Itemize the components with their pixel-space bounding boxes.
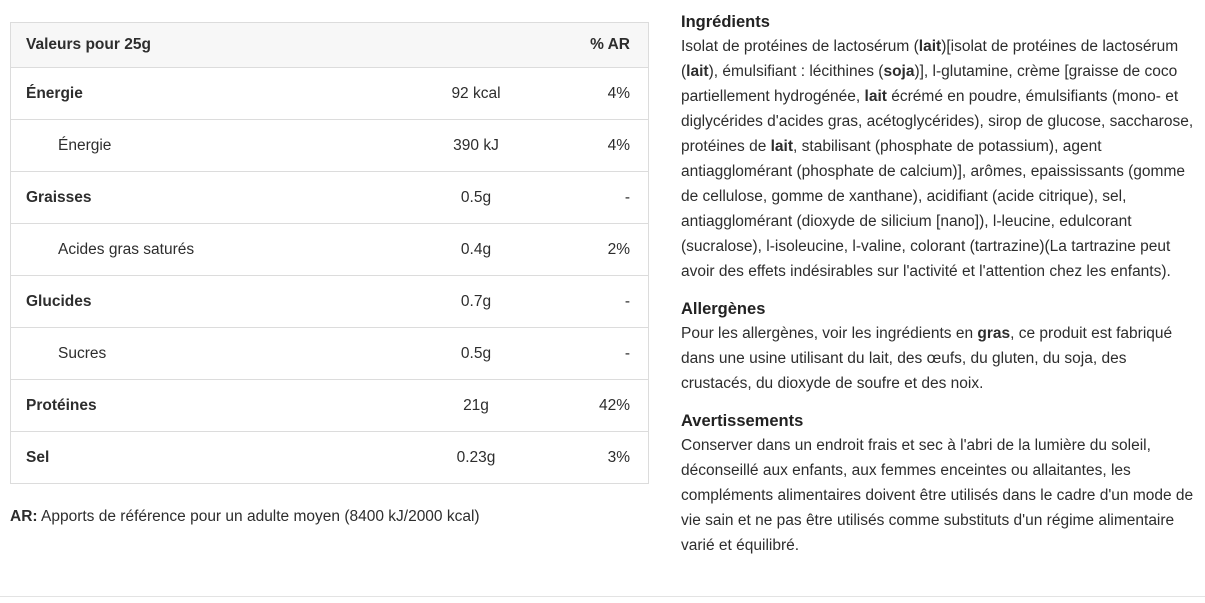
nutrition-cell-pct: - bbox=[575, 171, 649, 224]
nutrition-row: Sel 0.23g 3% bbox=[10, 431, 649, 484]
nutrition-table-head: Valeurs pour 25g % AR bbox=[10, 22, 649, 68]
nutrition-cell-value: 0.23g bbox=[377, 431, 575, 484]
nutrition-cell-label: Graisses bbox=[10, 171, 377, 224]
nutrition-cell-label: Énergie bbox=[10, 67, 377, 120]
nutrition-cell-value: 21g bbox=[377, 379, 575, 432]
text-run: )[isolat de protéines de lactosérum ( bbox=[681, 38, 1179, 80]
bold-term: lait bbox=[770, 138, 794, 155]
ar-footnote: AR: Apports de référence pour un adulte … bbox=[10, 508, 649, 526]
nutrition-cell-value: 390 kJ bbox=[377, 119, 575, 172]
text-run: )], l-glutamine, crème [graisse de coco … bbox=[681, 63, 1178, 105]
nutrition-table: Valeurs pour 25g % AR Énergie 92 kcal 4% Én… bbox=[10, 22, 649, 484]
nutrition-cell-label: Glucides bbox=[10, 275, 377, 328]
section-title-avertissements: Avertissements bbox=[681, 412, 804, 430]
nutrition-cell-value: 0.4g bbox=[377, 223, 575, 276]
text-run: Conserver dans un endroit frais et sec à… bbox=[681, 437, 1194, 554]
bold-term: soja bbox=[883, 63, 915, 80]
nutrition-cell-label: Acides gras saturés bbox=[10, 223, 377, 276]
nutrition-cell-value: 92 kcal bbox=[377, 67, 575, 120]
product-info-sections: Ingrédients Isolat de protéines de lactos… bbox=[681, 10, 1195, 571]
table-header-value-spacer bbox=[377, 22, 575, 68]
text-run: écrémé en poudre, émulsifiants (mono- et… bbox=[681, 88, 1194, 155]
nutrition-table-column: Valeurs pour 25g % AR Énergie 92 kcal 4% Én… bbox=[10, 22, 649, 526]
section-ingredients: Ingrédients Isolat de protéines de lactos… bbox=[681, 10, 1195, 284]
section-title-ingredients: Ingrédients bbox=[681, 13, 770, 31]
nutrition-row: Énergie 92 kcal 4% bbox=[10, 67, 649, 120]
nutrition-row: Acides gras saturés 0.4g 2% bbox=[10, 223, 649, 276]
nutrition-table-header-row: Valeurs pour 25g % AR bbox=[10, 22, 649, 68]
nutrition-table-body: Énergie 92 kcal 4% Énergie 390 kJ 4% Graisses 0… bbox=[10, 67, 649, 484]
table-header-serving-size: Valeurs pour 25g bbox=[10, 22, 377, 68]
nutrition-row: Glucides 0.7g - bbox=[10, 275, 649, 328]
nutrition-cell-value: 0.5g bbox=[377, 171, 575, 224]
ar-footnote-prefix: AR: bbox=[10, 508, 38, 525]
nutrition-cell-pct: 3% bbox=[575, 431, 649, 484]
section-avertissements: Avertissements Conserver dans un endroit … bbox=[681, 409, 1195, 558]
nutrition-cell-label: Énergie bbox=[10, 119, 377, 172]
bold-term: gras bbox=[977, 325, 1011, 342]
nutrition-cell-value: 0.7g bbox=[377, 275, 575, 328]
nutrition-cell-pct: 42% bbox=[575, 379, 649, 432]
nutrition-cell-pct: 2% bbox=[575, 223, 649, 276]
text-run: Pour les allergènes, voir les ingrédient… bbox=[681, 325, 978, 342]
nutrition-cell-pct: 4% bbox=[575, 67, 649, 120]
nutrition-cell-pct: - bbox=[575, 327, 649, 380]
bold-term: lait bbox=[686, 63, 709, 80]
bold-term: lait bbox=[918, 38, 942, 55]
bottom-divider bbox=[0, 596, 1205, 597]
nutrition-cell-label: Sel bbox=[10, 431, 377, 484]
nutrition-cell-label: Sucres bbox=[10, 327, 377, 380]
nutrition-row: Énergie 390 kJ 4% bbox=[10, 119, 649, 172]
section-allergenes: Allergènes Pour les allergènes, voir les … bbox=[681, 297, 1195, 396]
nutrition-cell-pct: 4% bbox=[575, 119, 649, 172]
nutrition-cell-label: Protéines bbox=[10, 379, 377, 432]
text-run: ), émulsifiant : lécithines ( bbox=[708, 63, 884, 80]
section-body-allergenes: Pour les allergènes, voir les ingrédient… bbox=[681, 321, 1195, 396]
nutrition-row: Protéines 21g 42% bbox=[10, 379, 649, 432]
text-run: , ce produit est fabriqué dans une usine… bbox=[681, 325, 1173, 392]
nutrition-row: Sucres 0.5g - bbox=[10, 327, 649, 380]
table-header-percent-ar: % AR bbox=[575, 22, 649, 68]
section-title-allergenes: Allergènes bbox=[681, 300, 766, 318]
ar-footnote-text: Apports de référence pour un adulte moye… bbox=[37, 508, 480, 525]
text-run: Isolat de protéines de lactosérum ( bbox=[681, 38, 919, 55]
nutrition-cell-pct: - bbox=[575, 275, 649, 328]
section-body-avertissements: Conserver dans un endroit frais et sec à… bbox=[681, 433, 1195, 558]
nutrition-cell-value: 0.5g bbox=[377, 327, 575, 380]
bold-term: lait bbox=[864, 88, 887, 105]
text-run: , stabilisant (phosphate de potassium), … bbox=[681, 138, 1185, 280]
nutrition-row: Graisses 0.5g - bbox=[10, 171, 649, 224]
section-body-ingredients: Isolat de protéines de lactosérum (lait)… bbox=[681, 34, 1195, 284]
